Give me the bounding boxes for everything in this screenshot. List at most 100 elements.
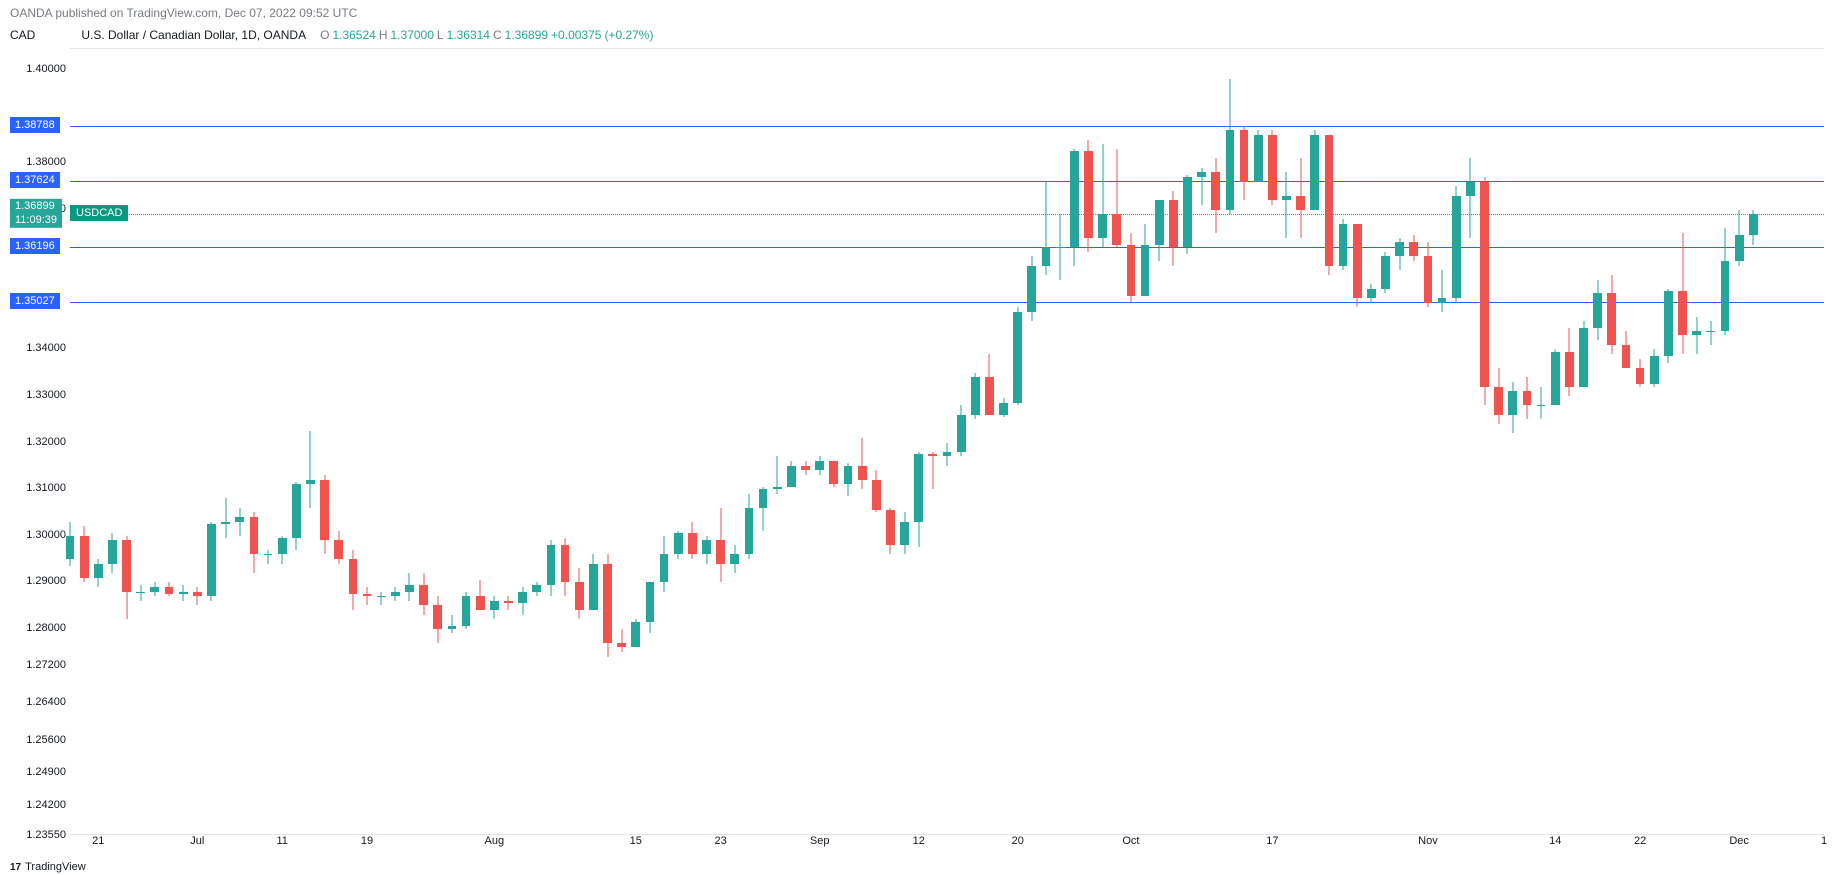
candle[interactable] xyxy=(1183,49,1192,834)
candle[interactable] xyxy=(292,49,301,834)
candle[interactable] xyxy=(1127,49,1136,834)
candle[interactable] xyxy=(320,49,329,834)
candle[interactable] xyxy=(730,49,739,834)
candle[interactable] xyxy=(1155,49,1164,834)
candle[interactable] xyxy=(1579,49,1588,834)
candle[interactable] xyxy=(1141,49,1150,834)
candle[interactable] xyxy=(1636,49,1645,834)
candle[interactable] xyxy=(815,49,824,834)
candle[interactable] xyxy=(80,49,89,834)
candle[interactable] xyxy=(759,49,768,834)
candle[interactable] xyxy=(1664,49,1673,834)
candle[interactable] xyxy=(1523,49,1532,834)
candle[interactable] xyxy=(1056,49,1065,834)
candle[interactable] xyxy=(1254,49,1263,834)
candle[interactable] xyxy=(235,49,244,834)
candle[interactable] xyxy=(631,49,640,834)
candle[interactable] xyxy=(193,49,202,834)
candle[interactable] xyxy=(787,49,796,834)
candle[interactable] xyxy=(914,49,923,834)
candle[interactable] xyxy=(1424,49,1433,834)
candle[interactable] xyxy=(1537,49,1546,834)
candle[interactable] xyxy=(1593,49,1602,834)
candle[interactable] xyxy=(66,49,75,834)
candle[interactable] xyxy=(1721,49,1730,834)
chart-pane[interactable] xyxy=(70,48,1824,835)
candle[interactable] xyxy=(349,49,358,834)
candle[interactable] xyxy=(1466,49,1475,834)
candle[interactable] xyxy=(391,49,400,834)
candle[interactable] xyxy=(575,49,584,834)
candle[interactable] xyxy=(1692,49,1701,834)
candle[interactable] xyxy=(617,49,626,834)
candle[interactable] xyxy=(829,49,838,834)
candle[interactable] xyxy=(1296,49,1305,834)
candle[interactable] xyxy=(603,49,612,834)
candle[interactable] xyxy=(1197,49,1206,834)
candle[interactable] xyxy=(363,49,372,834)
candle[interactable] xyxy=(1650,49,1659,834)
candle[interactable] xyxy=(1310,49,1319,834)
candle[interactable] xyxy=(1339,49,1348,834)
candle[interactable] xyxy=(1169,49,1178,834)
candle[interactable] xyxy=(1325,49,1334,834)
candle[interactable] xyxy=(858,49,867,834)
candle[interactable] xyxy=(1042,49,1051,834)
candle[interactable] xyxy=(221,49,230,834)
candle[interactable] xyxy=(1098,49,1107,834)
candle[interactable] xyxy=(532,49,541,834)
candle[interactable] xyxy=(957,49,966,834)
candle[interactable] xyxy=(433,49,442,834)
candle[interactable] xyxy=(1112,49,1121,834)
candle[interactable] xyxy=(801,49,810,834)
candle[interactable] xyxy=(547,49,556,834)
candle[interactable] xyxy=(1438,49,1447,834)
candle[interactable] xyxy=(1084,49,1093,834)
candle[interactable] xyxy=(278,49,287,834)
candle[interactable] xyxy=(1027,49,1036,834)
candle[interactable] xyxy=(1607,49,1616,834)
candle[interactable] xyxy=(207,49,216,834)
candle[interactable] xyxy=(334,49,343,834)
candle[interactable] xyxy=(1353,49,1362,834)
candle[interactable] xyxy=(1367,49,1376,834)
candle[interactable] xyxy=(122,49,131,834)
candle[interactable] xyxy=(1070,49,1079,834)
candle[interactable] xyxy=(702,49,711,834)
candle[interactable] xyxy=(1240,49,1249,834)
candle[interactable] xyxy=(1211,49,1220,834)
candle[interactable] xyxy=(1551,49,1560,834)
candle[interactable] xyxy=(943,49,952,834)
candle[interactable] xyxy=(179,49,188,834)
candle[interactable] xyxy=(476,49,485,834)
candle[interactable] xyxy=(1381,49,1390,834)
candle[interactable] xyxy=(688,49,697,834)
candle[interactable] xyxy=(1565,49,1574,834)
candle[interactable] xyxy=(561,49,570,834)
candle[interactable] xyxy=(1678,49,1687,834)
candle[interactable] xyxy=(900,49,909,834)
candle[interactable] xyxy=(1013,49,1022,834)
candle[interactable] xyxy=(1226,49,1235,834)
candle[interactable] xyxy=(872,49,881,834)
candle[interactable] xyxy=(971,49,980,834)
candle[interactable] xyxy=(462,49,471,834)
candle[interactable] xyxy=(589,49,598,834)
candle[interactable] xyxy=(94,49,103,834)
candle[interactable] xyxy=(1749,49,1758,834)
candle[interactable] xyxy=(660,49,669,834)
candle[interactable] xyxy=(999,49,1008,834)
candle[interactable] xyxy=(1409,49,1418,834)
candle[interactable] xyxy=(264,49,273,834)
candle[interactable] xyxy=(490,49,499,834)
candle[interactable] xyxy=(886,49,895,834)
candle[interactable] xyxy=(674,49,683,834)
candle[interactable] xyxy=(250,49,259,834)
candle[interactable] xyxy=(306,49,315,834)
candle[interactable] xyxy=(1494,49,1503,834)
candle[interactable] xyxy=(985,49,994,834)
candle[interactable] xyxy=(716,49,725,834)
candle[interactable] xyxy=(1282,49,1291,834)
candle[interactable] xyxy=(1452,49,1461,834)
candle[interactable] xyxy=(844,49,853,834)
